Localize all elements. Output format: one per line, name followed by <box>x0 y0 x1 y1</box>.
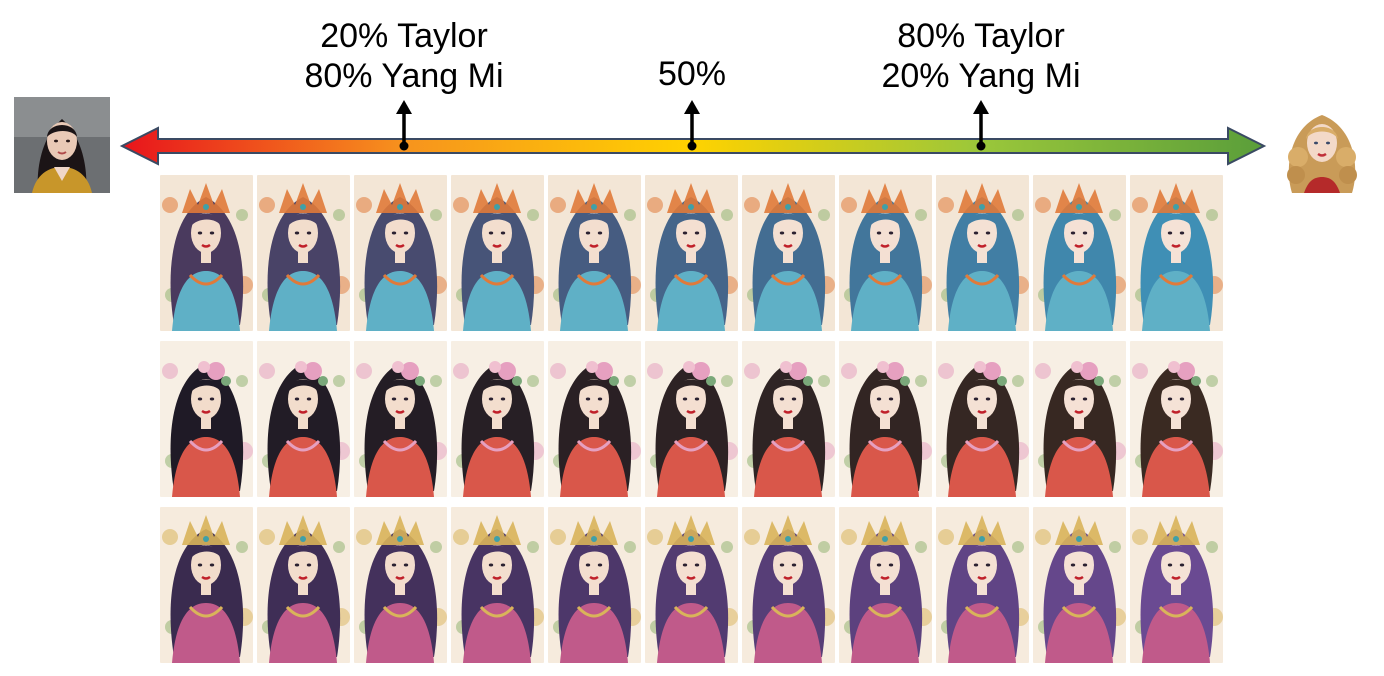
label-left-line2: 80% Yang Mi <box>304 57 504 95</box>
portrait-tile <box>936 507 1029 663</box>
portrait-tile <box>1130 175 1223 331</box>
portrait-tile <box>354 175 447 331</box>
portrait-tile <box>742 175 835 331</box>
portrait-tile <box>160 507 253 663</box>
portrait-tile <box>257 175 350 331</box>
label-right-line1: 80% Taylor <box>897 17 1065 55</box>
portrait-tile <box>1130 507 1223 663</box>
grid-row-3 <box>160 507 1224 663</box>
interpolation-image-grid <box>160 175 1224 673</box>
label-right-line2: 20% Yang Mi <box>881 57 1081 95</box>
portrait-tile <box>936 341 1029 497</box>
label-50-percent: 50% <box>632 54 752 94</box>
grid-row-2 <box>160 341 1224 497</box>
left-portrait-image <box>14 97 110 193</box>
portrait-tile <box>257 507 350 663</box>
portrait-tile <box>742 341 835 497</box>
portrait-tile <box>839 507 932 663</box>
portrait-tile <box>1033 341 1126 497</box>
portrait-tile <box>451 507 544 663</box>
portrait-tile <box>548 507 641 663</box>
portrait-tile <box>548 175 641 331</box>
portrait-tile <box>742 507 835 663</box>
portrait-tile <box>936 175 1029 331</box>
portrait-tile <box>548 341 641 497</box>
label-20-taylor-80-yang-mi: 20% Taylor 80% Yang Mi <box>284 16 524 96</box>
portrait-tile <box>839 341 932 497</box>
right-portrait-image <box>1274 97 1370 193</box>
marker-left <box>396 100 412 151</box>
portrait-tile <box>645 507 738 663</box>
portrait-tile <box>839 175 932 331</box>
portrait-tile <box>645 175 738 331</box>
portrait-tile <box>1033 175 1126 331</box>
portrait-tile <box>645 341 738 497</box>
marker-right <box>973 100 989 151</box>
grid-row-1 <box>160 175 1224 331</box>
label-middle: 50% <box>657 55 727 93</box>
portrait-tile <box>160 175 253 331</box>
portrait-tile <box>451 175 544 331</box>
label-80-taylor-20-yang-mi: 80% Taylor 20% Yang Mi <box>861 16 1101 96</box>
label-left-line1: 20% Taylor <box>320 17 488 55</box>
marker-middle <box>684 100 700 151</box>
portrait-tile <box>354 507 447 663</box>
portrait-tile <box>1130 341 1223 497</box>
portrait-tile <box>257 341 350 497</box>
portrait-tile <box>160 341 253 497</box>
portrait-tile <box>1033 507 1126 663</box>
blend-ratio-arrow <box>119 100 1267 166</box>
portrait-tile <box>354 341 447 497</box>
portrait-tile <box>451 341 544 497</box>
